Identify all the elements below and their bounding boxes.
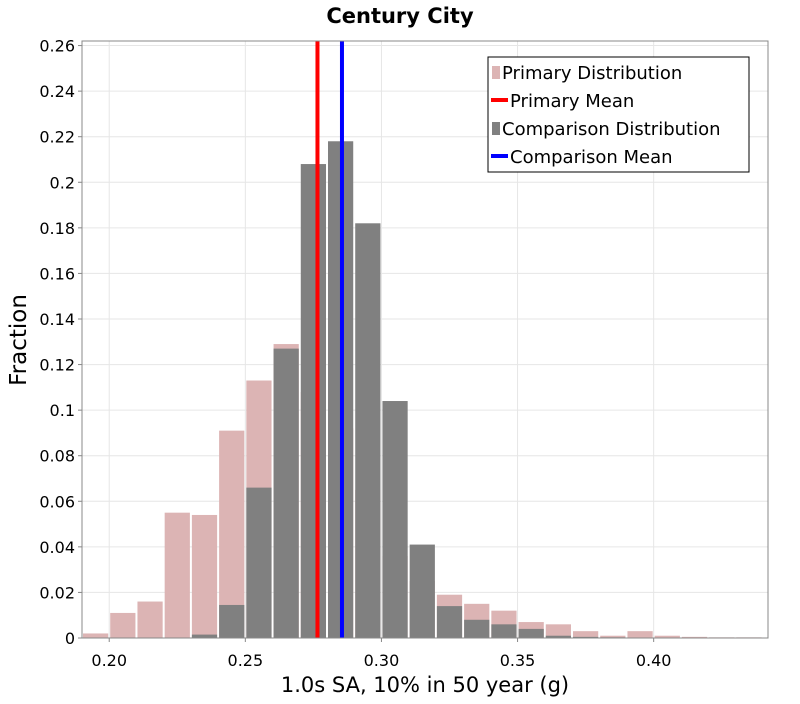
legend-label-comparison-mean: Comparison Mean xyxy=(510,147,673,168)
legend-box xyxy=(487,56,750,173)
x-tick-label: 0.25 xyxy=(228,651,264,670)
primary-distribution-bar xyxy=(219,430,245,638)
comparison-distribution-bar xyxy=(219,604,245,638)
x-axis-label: 1.0s SA, 10% in 50 year (g) xyxy=(281,673,569,697)
y-tick-label: 0.24 xyxy=(39,82,75,101)
comparison-distribution-bars xyxy=(191,141,626,639)
comparison-distribution-bar xyxy=(464,619,490,638)
comparison-distribution-bar xyxy=(355,223,381,638)
x-tick-label: 0.20 xyxy=(91,651,127,670)
primary-distribution-bar xyxy=(573,631,599,638)
primary-distribution-bar xyxy=(654,635,680,638)
comparison-distribution-bar xyxy=(273,348,299,638)
comparison-distribution-bar xyxy=(573,636,599,638)
comparison-distribution-bar xyxy=(191,634,218,638)
comparison-distribution-bar xyxy=(409,544,435,638)
chart-title: Century City xyxy=(326,4,474,28)
y-tick-label: 0.14 xyxy=(39,310,75,329)
legend-swatch-primary-distribution xyxy=(492,66,500,79)
legend-label-primary-distribution: Primary Distribution xyxy=(502,63,682,84)
y-tick-label: 0.06 xyxy=(39,492,75,511)
y-tick-label: 0.18 xyxy=(39,219,75,238)
comparison-distribution-bar xyxy=(246,487,272,638)
y-tick-label: 0.22 xyxy=(39,128,75,147)
comparison-distribution-bar xyxy=(518,628,544,638)
y-tick-label: 0.08 xyxy=(39,447,75,466)
primary-distribution-bar xyxy=(600,635,626,638)
primary-distribution-bar xyxy=(545,624,571,638)
primary-distribution-bar xyxy=(191,514,218,638)
y-tick-label: 0.16 xyxy=(39,264,75,283)
primary-distribution-bar xyxy=(137,601,163,638)
legend-label-primary-mean: Primary Mean xyxy=(510,91,634,112)
primary-distribution-bar xyxy=(681,636,708,638)
primary-distribution-bar xyxy=(110,612,136,638)
comparison-distribution-bar xyxy=(491,624,517,638)
y-tick-label: 0.26 xyxy=(39,37,75,56)
comparison-distribution-bar xyxy=(300,164,326,638)
legend: Primary Distribution Primary Mean Comparis… xyxy=(487,56,750,173)
y-tick-label: 0.02 xyxy=(39,583,75,602)
comparison-distribution-bar xyxy=(436,606,463,638)
x-tick-label: 0.30 xyxy=(364,651,400,670)
y-tick-label: 0.12 xyxy=(39,356,75,375)
primary-distribution-bar xyxy=(83,633,109,638)
comparison-distribution-bar xyxy=(382,401,408,638)
x-tick-label: 0.35 xyxy=(500,651,536,670)
y-axis-label: Fraction xyxy=(6,294,32,386)
comparison-distribution-bar xyxy=(545,635,571,638)
plot-frame xyxy=(81,40,769,639)
x-tick-label: 0.40 xyxy=(636,651,672,670)
y-tick-label: 0.04 xyxy=(39,538,75,557)
axes: 00.020.040.060.080.10.120.140.160.180.20… xyxy=(39,37,769,670)
y-tick-label: 0.1 xyxy=(50,401,75,420)
mean-lines xyxy=(315,41,344,638)
primary-distribution-bar xyxy=(164,512,190,638)
legend-label-comparison-distribution: Comparison Distribution xyxy=(502,119,721,140)
primary-distribution-bar xyxy=(627,631,653,638)
legend-swatch-comparison-distribution xyxy=(492,122,500,135)
y-tick-label: 0.2 xyxy=(50,173,75,192)
y-tick-label: 0 xyxy=(65,629,75,648)
